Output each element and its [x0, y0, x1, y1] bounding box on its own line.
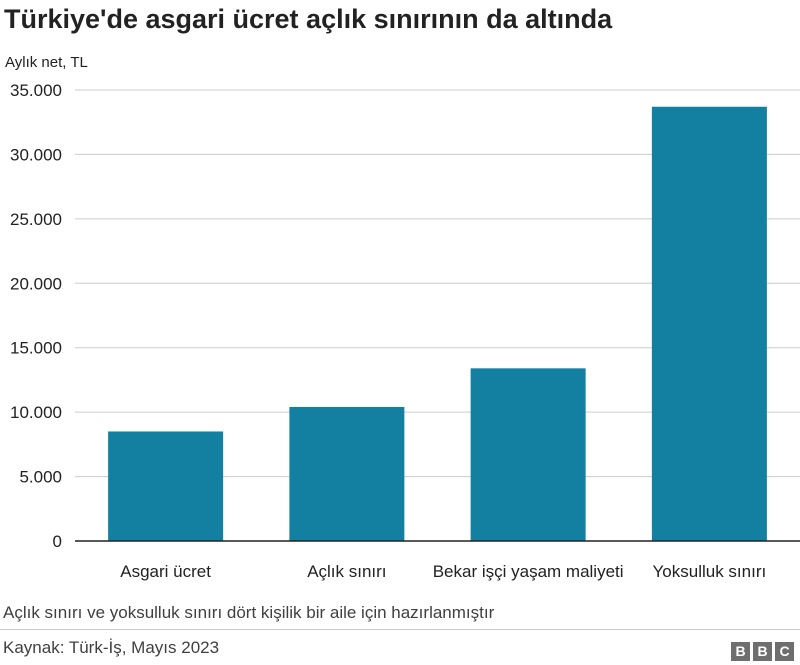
y-tick-label: 0	[53, 532, 62, 551]
bar	[651, 106, 767, 541]
bbc-logo: B B C	[731, 642, 794, 661]
bar	[289, 406, 405, 541]
y-tick-label: 30.000	[10, 145, 62, 164]
x-tick-label: Açlık sınırı	[307, 562, 386, 581]
y-tick-label: 15.000	[10, 339, 62, 358]
footnote: Açlık sınırı ve yoksulluk sınırı dört ki…	[3, 603, 495, 622]
divider	[0, 629, 800, 630]
x-tick-label: Yoksulluk sınırı	[653, 562, 767, 581]
y-tick-label: 25.000	[10, 210, 62, 229]
y-axis-label: Aylık net, TL	[5, 54, 88, 71]
y-tick-label: 20.000	[10, 274, 62, 293]
bar	[470, 368, 586, 541]
bar	[108, 431, 224, 541]
bbc-logo-letter: B	[731, 642, 750, 661]
source-note: Kaynak: Türk-İş, Mayıs 2023	[3, 638, 220, 657]
chart-title: Türkiye'de asgari ücret açlık sınırının …	[4, 4, 613, 34]
bbc-logo-letter: C	[775, 642, 794, 661]
y-tick-label: 10.000	[10, 403, 62, 422]
bbc-logo-letter: B	[753, 642, 772, 661]
x-tick-label: Asgari ücret	[120, 562, 211, 581]
y-tick-label: 35.000	[10, 81, 62, 100]
bar-chart: 0 5.000 10.000 15.000 20.000 25.000 30.000 35.0…	[10, 81, 800, 581]
y-tick-label: 5.000	[19, 468, 62, 487]
x-tick-label: Bekar işçi yaşam maliyeti	[433, 562, 624, 581]
